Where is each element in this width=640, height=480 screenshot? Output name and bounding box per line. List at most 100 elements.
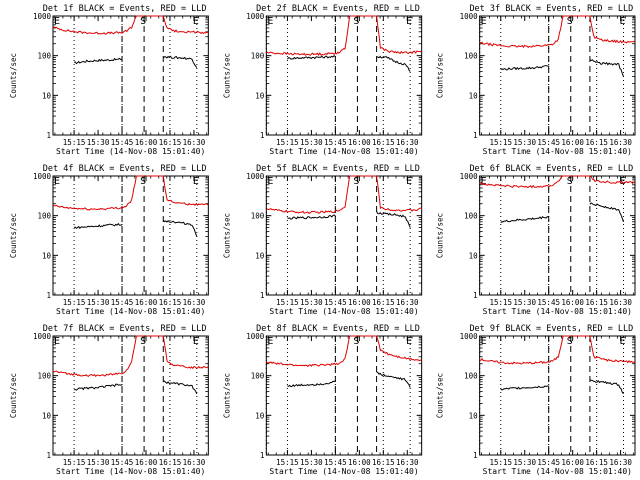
x-tick-label: 16:30: [396, 458, 419, 467]
panel-det-1: Det 1f BLACK = Events, RED = LLD 1 10 100 10…: [9, 4, 209, 156]
x-axis-label: Start Time (14-Nov-08 15:01:40): [483, 307, 632, 316]
x-tick-label: 16:15: [372, 138, 395, 147]
panel-title: Det 3f BLACK = Events, RED = LLD: [469, 4, 633, 14]
x-tick-label: 16:30: [183, 138, 206, 147]
y-tick-label: 100: [37, 52, 51, 61]
events-series-line: [162, 219, 198, 237]
plot-frame: [265, 175, 423, 296]
y-tick-label: 100: [464, 212, 478, 221]
panel-title: Det 1f BLACK = Events, RED = LLD: [43, 4, 207, 14]
plot-frame: [265, 15, 423, 136]
lld-series-line: [479, 15, 571, 49]
marker-label: S: [140, 176, 146, 187]
marker-label: E: [267, 336, 273, 347]
y-tick-label: 1000: [460, 332, 479, 341]
events-series-line: [287, 380, 336, 388]
y-tick-label: 1000: [33, 172, 52, 181]
y-tick-label: 1000: [246, 12, 265, 21]
y-tick-label: 100: [37, 212, 51, 221]
x-tick-label: 15:15: [489, 138, 512, 147]
y-tick-label: 1000: [33, 12, 52, 21]
y-tick-label: 10: [469, 251, 479, 260]
y-axis-label: Counts/sec: [436, 373, 445, 418]
lld-series-line: [359, 175, 422, 212]
events-series-line: [73, 383, 123, 391]
panel-title: Det 6f BLACK = Events, RED = LLD: [469, 164, 633, 174]
x-tick-label: 15:15: [63, 298, 86, 307]
y-tick-label: 1: [260, 131, 265, 140]
marker-label: E: [267, 176, 273, 187]
events-series-line: [163, 380, 198, 395]
plot-frame: [479, 175, 636, 296]
marker-label: E: [193, 336, 199, 347]
x-tick-label: 16:30: [396, 298, 419, 307]
marker-label: E: [481, 176, 487, 187]
x-tick-label: 16:15: [159, 458, 182, 467]
panel-det-2: Det 2f BLACK = Events, RED = LLD 1 10 100 10…: [222, 4, 423, 156]
events-series-line: [287, 214, 336, 220]
lld-series-line: [52, 175, 145, 211]
lld-series-line: [52, 15, 145, 35]
lld-series-line: [359, 335, 422, 362]
lld-series-line: [572, 15, 636, 44]
panel-det-5: Det 5f BLACK = Events, RED = LLD 1 10 100 10…: [222, 164, 423, 316]
x-tick-label: 15:45: [537, 138, 560, 147]
x-tick-label: 15:30: [87, 458, 110, 467]
y-axis-label: Counts/sec: [436, 213, 445, 258]
marker-label: E: [619, 176, 625, 187]
x-tick-label: 15:45: [324, 298, 347, 307]
x-axis-label: Start Time (14-Nov-08 15:01:40): [483, 147, 632, 156]
lld-series-line: [572, 175, 636, 185]
y-axis-label: Counts/sec: [222, 53, 231, 98]
events-series-line: [500, 385, 549, 391]
y-tick-label: 1: [260, 291, 265, 300]
y-tick-label: 1000: [460, 12, 479, 21]
x-tick-label: 16:00: [135, 298, 158, 307]
events-series-line: [589, 202, 624, 222]
lld-series-line: [266, 15, 358, 57]
y-tick-label: 1000: [246, 332, 265, 341]
panel-title: Det 5f BLACK = Events, RED = LLD: [256, 164, 420, 174]
x-tick-label: 16:15: [159, 298, 182, 307]
x-tick-label: 15:45: [537, 298, 560, 307]
y-tick-label: 1: [46, 131, 51, 140]
x-tick-label: 16:00: [561, 458, 584, 467]
y-tick-label: 1000: [246, 172, 265, 181]
y-tick-label: 100: [464, 52, 478, 61]
marker-label: E: [54, 336, 60, 347]
y-axis-label: Counts/sec: [222, 213, 231, 258]
y-tick-label: 100: [251, 52, 265, 61]
y-tick-label: 100: [251, 372, 265, 381]
y-tick-label: 10: [469, 91, 479, 100]
y-tick-label: 100: [37, 372, 51, 381]
y-axis-label: Counts/sec: [222, 373, 231, 418]
y-tick-label: 10: [42, 91, 52, 100]
y-tick-label: 1: [46, 451, 51, 460]
plot-frame: [265, 335, 423, 456]
plot-frame: [52, 15, 209, 136]
y-tick-label: 1: [260, 451, 265, 460]
panel-det-7: Det 7f BLACK = Events, RED = LLD 1 10 100 10…: [9, 324, 209, 476]
events-series-line: [589, 379, 624, 395]
marker-label: S: [567, 336, 573, 347]
marker-label: S: [567, 176, 573, 187]
panel-title: Det 9f BLACK = Events, RED = LLD: [469, 324, 633, 334]
marker-label: E: [481, 16, 487, 27]
x-tick-label: 15:45: [111, 458, 134, 467]
y-tick-label: 10: [255, 251, 265, 260]
y-axis-label: Counts/sec: [9, 373, 18, 418]
x-tick-label: 15:30: [87, 298, 110, 307]
x-tick-label: 16:00: [348, 298, 371, 307]
panel-det-8: Det 8f BLACK = Events, RED = LLD 1 10 100 10…: [222, 324, 423, 476]
y-tick-label: 100: [251, 212, 265, 221]
y-tick-label: 100: [464, 372, 478, 381]
marker-label: S: [567, 16, 573, 27]
x-tick-label: 16:00: [135, 458, 158, 467]
x-axis-label: Start Time (14-Nov-08 15:01:40): [56, 307, 205, 316]
x-tick-label: 15:45: [111, 138, 134, 147]
events-series-line: [500, 65, 549, 71]
x-tick-label: 15:15: [276, 458, 299, 467]
plot-frame: [479, 335, 636, 456]
x-axis-label: Start Time (14-Nov-08 15:01:40): [269, 307, 418, 316]
